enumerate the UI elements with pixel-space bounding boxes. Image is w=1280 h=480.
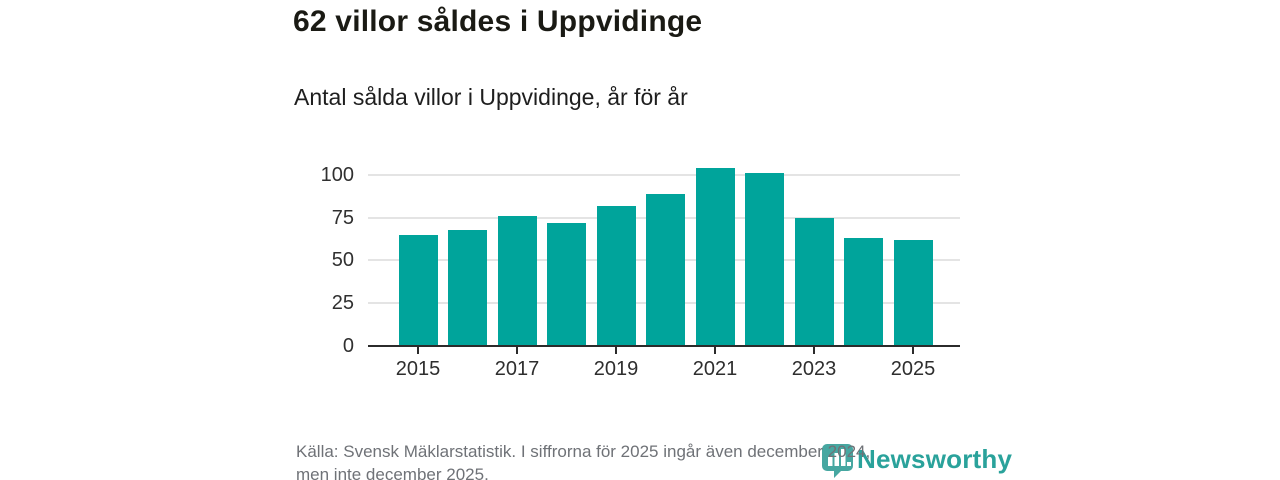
newsworthy-logo: Newsworthy — [822, 444, 1012, 478]
bar-2016 — [448, 230, 487, 346]
x-axis-tick — [912, 347, 914, 354]
source-note: Källa: Svensk Mäklarstatistik. I siffror… — [296, 440, 870, 480]
x-axis-tick — [417, 347, 419, 354]
y-axis-tick-label: 25 — [331, 292, 354, 314]
bar-2020 — [646, 194, 685, 346]
x-axis-tick — [516, 347, 518, 354]
bar-2024 — [844, 238, 883, 346]
y-axis-tick-label: 50 — [331, 249, 354, 271]
x-axis-tick-label: 2015 — [395, 358, 441, 380]
x-axis-tick-label: 2021 — [692, 358, 738, 380]
chart-subtitle: Antal sålda villor i Uppvidinge, år för … — [294, 84, 688, 110]
x-axis-tick-label: 2023 — [791, 358, 837, 380]
newsworthy-wordmark: Newsworthy — [857, 444, 1013, 474]
bar-2018 — [547, 223, 586, 346]
x-axis-tick — [813, 347, 815, 354]
bar-2015 — [399, 235, 438, 346]
x-axis-tick-label: 2025 — [890, 358, 936, 380]
page-title: 62 villor såldes i Uppvidinge — [293, 5, 703, 38]
source-line-1: Källa: Svensk Mäklarstatistik. I siffror… — [296, 442, 871, 461]
y-axis-tick-label: 100 — [320, 164, 354, 186]
bar-2022 — [745, 173, 784, 346]
bar-chart-bubble-icon — [822, 444, 853, 478]
x-axis-tick — [615, 347, 617, 354]
x-axis-tick-label: 2017 — [494, 358, 540, 380]
bar-2023 — [795, 218, 834, 346]
bar-2025 — [894, 240, 933, 346]
x-axis-line — [368, 345, 960, 347]
x-axis-tick-label: 2019 — [593, 358, 639, 380]
y-axis-tick-label: 0 — [342, 335, 354, 357]
source-line-2: men inte december 2025. — [296, 465, 489, 480]
bar-2017 — [498, 216, 537, 346]
bar-2021 — [696, 168, 735, 346]
bar-2019 — [597, 206, 636, 346]
y-axis-tick-label: 75 — [331, 207, 354, 229]
gridline-100 — [368, 174, 960, 176]
x-axis-tick — [714, 347, 716, 354]
